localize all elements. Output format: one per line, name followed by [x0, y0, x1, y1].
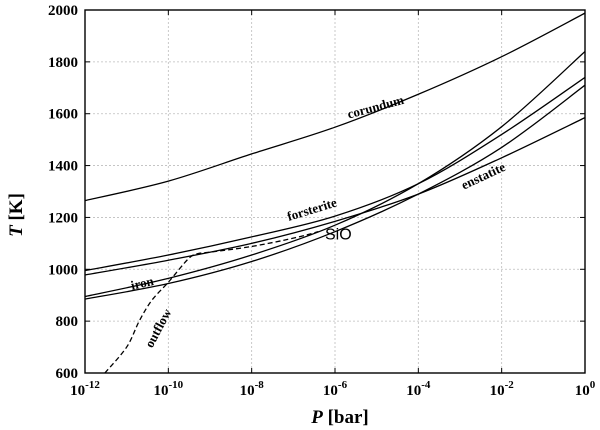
x-tick-label: 10-12 — [70, 379, 100, 399]
x-axis-var: P — [310, 407, 323, 428]
label-iron: iron — [129, 273, 155, 293]
y-tick-label: 1000 — [48, 262, 78, 278]
x-tick-label: 10-10 — [153, 379, 183, 399]
x-axis-label: P [bar] — [310, 407, 369, 428]
ticks: 10-12 10-10 10-8 10-6 10-4 10-2 100 600 800 1000 1… — [48, 3, 596, 399]
grid — [85, 10, 585, 373]
label-outflow: outflow — [141, 306, 174, 351]
y-tick-label: 1200 — [48, 210, 78, 226]
y-axis-label: T [K] — [6, 193, 27, 237]
y-tick-label: 800 — [56, 314, 79, 330]
x-tick-label: 10-2 — [490, 379, 515, 399]
y-tick-label: 600 — [56, 366, 79, 382]
x-tick-label: 10-4 — [406, 379, 431, 399]
x-axis-unit: [bar] — [323, 407, 369, 428]
y-axis-var: T — [6, 224, 27, 237]
series-corundum-line — [85, 12, 585, 202]
x-tick-label: 10-8 — [240, 379, 265, 399]
curves — [85, 12, 585, 373]
x-tick-label: 100 — [575, 379, 596, 399]
series-iron-line — [85, 51, 585, 298]
x-tick-label: 10-6 — [323, 379, 348, 399]
series-sio-line — [85, 84, 585, 300]
label-enstatite: enstatite — [459, 159, 508, 193]
label-corundum: corundum — [346, 92, 406, 121]
y-tick-label: 1800 — [48, 55, 78, 71]
series-outflow-line — [104, 231, 319, 373]
series-forsterite-line — [85, 76, 585, 272]
label-forsterite: forsterite — [285, 194, 339, 223]
y-tick-label: 2000 — [48, 3, 78, 19]
y-axis-unit: [K] — [6, 193, 27, 225]
label-sio: SiO — [325, 227, 352, 244]
y-tick-label: 1400 — [48, 159, 78, 175]
y-tick-label: 1600 — [48, 107, 78, 123]
series-enstatite-line — [85, 117, 585, 276]
